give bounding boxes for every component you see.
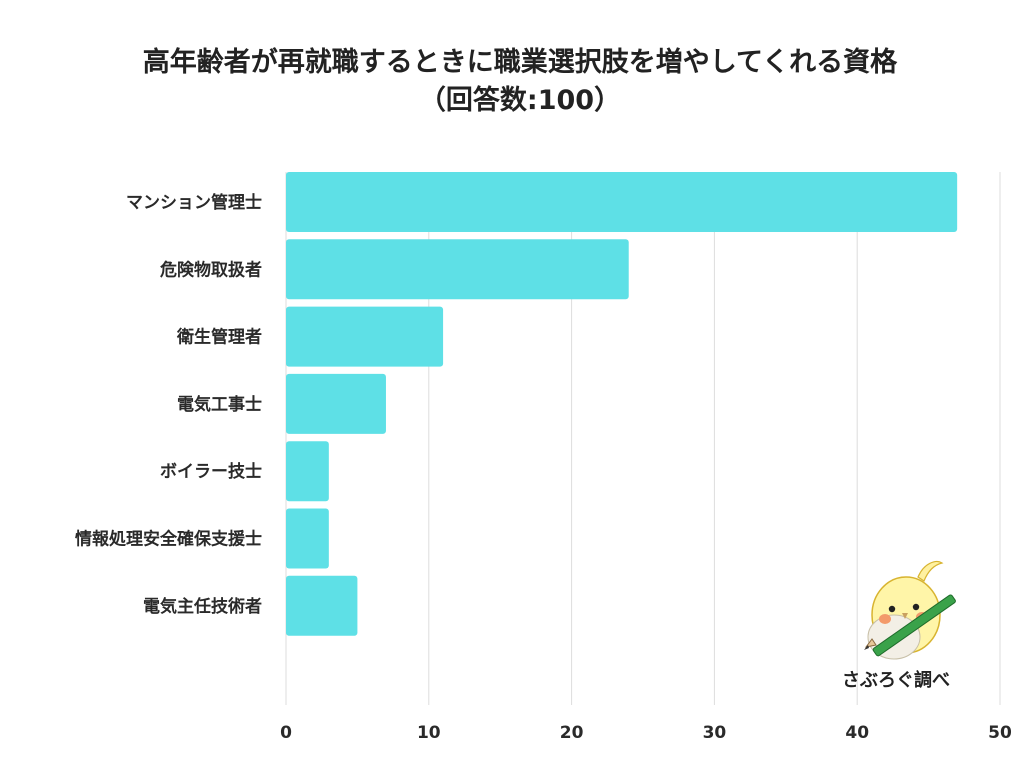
x-tick-label: 30 (703, 723, 727, 743)
category-label: 衛生管理者 (176, 327, 262, 348)
bar (286, 575, 358, 636)
category-label: ボイラー技士 (160, 461, 262, 482)
x-tick-label: 0 (280, 723, 292, 743)
bar (286, 373, 386, 434)
x-tick-label: 40 (845, 723, 869, 743)
x-tick-label: 10 (417, 723, 441, 743)
source-credit: さぶろぐ調べ (842, 670, 950, 691)
chart-title-line1: 高年齢者が再就職するときに職業選択肢を増やしてくれる資格 (142, 47, 898, 78)
category-label: 電気主任技術者 (143, 596, 262, 617)
bar (286, 172, 958, 232)
bar (286, 441, 329, 502)
x-tick-label: 20 (560, 723, 584, 743)
category-label: マンション管理士 (126, 192, 262, 213)
bar (286, 508, 329, 569)
chart-title-line2: （回答数:100） (418, 85, 622, 116)
bar (286, 239, 629, 300)
x-tick-label: 50 (988, 723, 1012, 743)
category-label: 危険物取扱者 (159, 259, 262, 280)
bird-mascot-icon (864, 560, 956, 660)
bar (286, 306, 444, 367)
chart-title: 高年齢者が再就職するときに職業選択肢を増やしてくれる資格 （回答数:100） (0, 44, 1024, 120)
category-label: 電気工事士 (177, 394, 262, 415)
category-label: 情報処理安全確保支援士 (75, 529, 262, 550)
